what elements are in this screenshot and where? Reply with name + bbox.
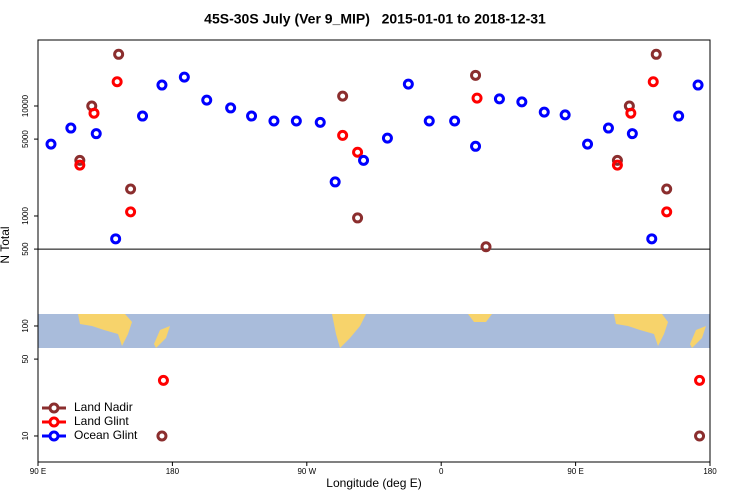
data-point bbox=[352, 212, 364, 224]
data-point bbox=[137, 110, 149, 122]
data-point bbox=[225, 102, 237, 114]
data-point bbox=[45, 138, 57, 150]
data-point bbox=[559, 109, 571, 121]
data-point bbox=[538, 106, 550, 118]
data-point bbox=[329, 176, 341, 188]
data-point bbox=[125, 183, 137, 195]
legend-marker bbox=[48, 402, 60, 414]
data-point bbox=[246, 110, 258, 122]
data-point bbox=[157, 374, 169, 386]
data-point bbox=[337, 129, 349, 141]
data-point bbox=[65, 122, 77, 134]
y-tick-label: 10000 bbox=[21, 94, 30, 117]
data-point bbox=[582, 138, 594, 150]
x-tick-label: 0 bbox=[439, 467, 444, 476]
x-axis-label: Longitude (deg E) bbox=[326, 476, 421, 490]
data-point bbox=[156, 430, 168, 442]
data-point bbox=[111, 76, 123, 88]
y-tick-label: 10 bbox=[21, 431, 30, 440]
data-point bbox=[402, 78, 414, 90]
y-tick-label: 1000 bbox=[21, 207, 30, 225]
data-point bbox=[113, 48, 125, 60]
data-point bbox=[88, 107, 100, 119]
legend-label: Ocean Glint bbox=[74, 428, 138, 442]
data-point bbox=[661, 183, 673, 195]
data-point bbox=[90, 128, 102, 140]
data-point bbox=[646, 233, 658, 245]
data-point bbox=[337, 90, 349, 102]
data-point bbox=[471, 92, 483, 104]
data-point bbox=[661, 206, 673, 218]
data-point bbox=[352, 146, 364, 158]
data-point bbox=[449, 115, 461, 127]
data-point bbox=[470, 69, 482, 81]
x-tick-label: 90 W bbox=[297, 467, 316, 476]
data-point bbox=[423, 115, 435, 127]
data-point bbox=[694, 430, 706, 442]
data-point bbox=[516, 96, 528, 108]
data-point bbox=[125, 206, 137, 218]
x-tick-label: 90 E bbox=[567, 467, 583, 476]
data-point bbox=[201, 94, 213, 106]
x-tick-label: 180 bbox=[703, 467, 717, 476]
data-point bbox=[611, 159, 623, 171]
data-point bbox=[692, 79, 704, 91]
legend-marker bbox=[48, 430, 60, 442]
x-tick-label: 90 E bbox=[30, 467, 46, 476]
data-point bbox=[625, 107, 637, 119]
data-point bbox=[268, 115, 280, 127]
legend-label: Land Glint bbox=[74, 414, 129, 428]
x-tick-label: 180 bbox=[166, 467, 180, 476]
data-point bbox=[650, 48, 662, 60]
y-tick-label: 500 bbox=[21, 242, 30, 256]
y-tick-label: 50 bbox=[21, 354, 30, 363]
data-point bbox=[178, 71, 190, 83]
data-point bbox=[694, 374, 706, 386]
data-point bbox=[602, 122, 614, 134]
plot-frame bbox=[37, 39, 711, 463]
data-point bbox=[74, 154, 86, 166]
data-point bbox=[381, 132, 393, 144]
y-tick-label: 5000 bbox=[21, 130, 30, 148]
data-point bbox=[647, 76, 659, 88]
data-point bbox=[358, 154, 370, 166]
data-point bbox=[110, 233, 122, 245]
data-point bbox=[673, 110, 685, 122]
data-point bbox=[290, 115, 302, 127]
chart-title: 45S-30S July (Ver 9_MIP) 2015-01-01 to 2… bbox=[204, 11, 546, 27]
data-point bbox=[626, 128, 638, 140]
data-point bbox=[611, 154, 623, 166]
data-point bbox=[156, 79, 168, 91]
y-tick-label: 100 bbox=[21, 319, 30, 333]
map-band bbox=[38, 314, 710, 348]
data-point bbox=[470, 140, 482, 152]
data-point bbox=[74, 159, 86, 171]
y-axis-label: N Total bbox=[0, 226, 12, 263]
data-point bbox=[493, 93, 505, 105]
legend-label: Land Nadir bbox=[74, 400, 133, 414]
legend-marker bbox=[48, 416, 60, 428]
data-point bbox=[480, 241, 492, 253]
data-point bbox=[314, 116, 326, 128]
